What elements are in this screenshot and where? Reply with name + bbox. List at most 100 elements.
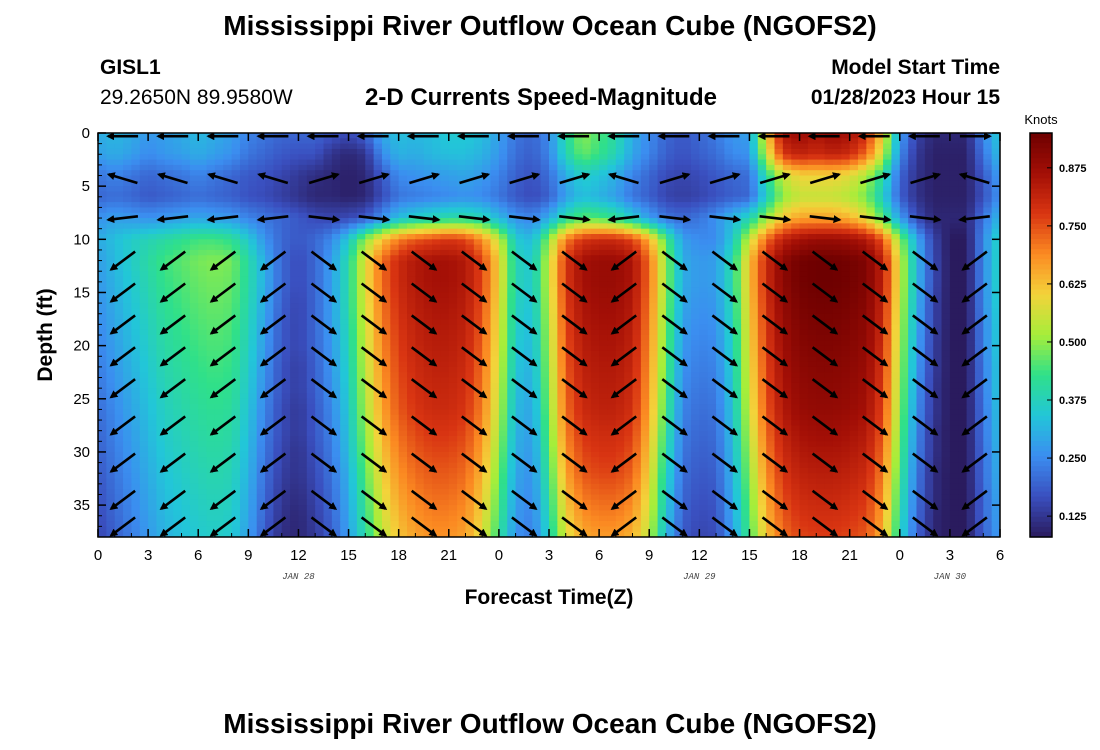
heatmap-cell bbox=[941, 164, 951, 171]
heatmap-cell bbox=[490, 329, 500, 336]
heatmap-cell bbox=[766, 324, 776, 331]
heatmap-cell bbox=[164, 186, 174, 193]
heatmap-cell bbox=[866, 260, 876, 267]
heatmap-cell bbox=[348, 159, 358, 166]
heatmap-cell bbox=[883, 186, 893, 193]
heatmap-cell bbox=[365, 218, 375, 224]
heatmap-cell bbox=[665, 372, 675, 379]
heatmap-cell bbox=[448, 329, 458, 336]
heatmap-cell bbox=[398, 218, 408, 224]
heatmap-cell bbox=[348, 218, 358, 224]
heatmap-cell bbox=[365, 249, 375, 256]
heatmap-cell bbox=[832, 340, 842, 347]
heatmap-cell bbox=[716, 154, 725, 161]
heatmap-cell bbox=[557, 228, 567, 235]
heatmap-cell bbox=[381, 313, 391, 320]
heatmap-cell bbox=[248, 239, 258, 246]
heatmap-cell bbox=[214, 281, 224, 288]
heatmap-cell bbox=[707, 196, 717, 203]
heatmap-cell bbox=[114, 218, 124, 224]
heatmap-cell bbox=[223, 170, 233, 177]
heatmap-cell bbox=[657, 143, 667, 150]
heatmap-cell bbox=[156, 244, 166, 251]
heatmap-cell bbox=[315, 239, 325, 246]
heatmap-cell bbox=[649, 170, 659, 177]
heatmap-cell bbox=[331, 148, 341, 155]
heatmap-cell bbox=[432, 345, 442, 352]
heatmap-cell bbox=[189, 324, 199, 331]
heatmap-cell bbox=[273, 361, 283, 368]
heatmap-cell bbox=[365, 212, 375, 219]
heatmap-cell bbox=[281, 319, 291, 325]
heatmap-cell bbox=[883, 138, 893, 145]
heatmap-cell bbox=[774, 366, 784, 373]
heatmap-cell bbox=[407, 260, 416, 267]
heatmap-cell bbox=[248, 143, 258, 150]
heatmap-cell bbox=[741, 234, 751, 240]
heatmap-cell bbox=[716, 228, 725, 235]
heatmap-cell bbox=[557, 223, 567, 230]
heatmap-cell bbox=[607, 303, 617, 310]
heatmap-cell bbox=[131, 143, 141, 150]
heatmap-cell bbox=[256, 345, 266, 352]
heatmap-cell bbox=[741, 340, 751, 347]
heatmap-cell bbox=[248, 335, 258, 341]
heatmap-cell bbox=[98, 271, 107, 278]
heatmap-cell bbox=[849, 159, 859, 166]
heatmap-cell bbox=[498, 143, 508, 150]
heatmap-cell bbox=[323, 313, 333, 320]
heatmap-cell bbox=[273, 180, 283, 187]
heatmap-cell bbox=[398, 356, 408, 363]
heatmap-cell bbox=[732, 154, 742, 161]
heatmap-cell bbox=[390, 271, 400, 278]
heatmap-cell bbox=[381, 372, 391, 379]
heatmap-cell bbox=[816, 340, 826, 347]
heatmap-cell bbox=[315, 202, 325, 209]
heatmap-cell bbox=[390, 218, 400, 224]
heatmap-cell bbox=[306, 154, 316, 161]
heatmap-cell bbox=[198, 202, 208, 209]
heatmap-cell bbox=[941, 148, 951, 155]
heatmap-cell bbox=[582, 324, 592, 331]
heatmap-cell bbox=[941, 159, 951, 166]
heatmap-cell bbox=[741, 239, 751, 246]
heatmap-cell bbox=[348, 308, 358, 315]
heatmap-cell bbox=[924, 361, 934, 368]
heatmap-cell bbox=[949, 372, 959, 379]
heatmap-cell bbox=[582, 255, 592, 262]
heatmap-cell bbox=[883, 164, 893, 171]
heatmap-cell bbox=[181, 345, 191, 352]
heatmap-cell bbox=[214, 377, 224, 384]
heatmap-cell bbox=[966, 207, 976, 214]
heatmap-cell bbox=[632, 276, 642, 283]
heatmap-cell bbox=[98, 366, 107, 373]
heatmap-cell bbox=[799, 340, 809, 347]
heatmap-cell bbox=[791, 308, 801, 315]
heatmap-cell bbox=[298, 202, 308, 209]
heatmap-cell bbox=[949, 313, 959, 320]
heatmap-cell bbox=[674, 265, 684, 272]
heatmap-cell bbox=[707, 148, 717, 155]
heatmap-cell bbox=[958, 281, 968, 288]
heatmap-cell bbox=[198, 207, 208, 214]
heatmap-cell bbox=[782, 202, 792, 209]
heatmap-cell bbox=[933, 340, 943, 347]
heatmap-cell bbox=[732, 260, 742, 267]
heatmap-cell bbox=[732, 234, 742, 240]
heatmap-cell bbox=[340, 196, 350, 203]
heatmap-cell bbox=[941, 350, 951, 357]
heatmap-cell bbox=[716, 265, 725, 272]
heatmap-cell bbox=[148, 186, 158, 193]
heatmap-cell bbox=[774, 303, 784, 310]
heatmap-cell bbox=[365, 372, 375, 379]
heatmap-cell bbox=[665, 138, 675, 145]
heatmap-cell bbox=[273, 202, 283, 209]
heatmap-cell bbox=[649, 335, 659, 341]
heatmap-cell bbox=[189, 249, 199, 256]
heatmap-cell bbox=[290, 175, 300, 182]
heatmap-cell bbox=[607, 255, 617, 262]
heatmap-cell bbox=[348, 366, 358, 373]
heatmap-cell bbox=[298, 170, 308, 177]
heatmap-cell bbox=[799, 180, 809, 187]
heatmap-cell bbox=[624, 276, 634, 283]
